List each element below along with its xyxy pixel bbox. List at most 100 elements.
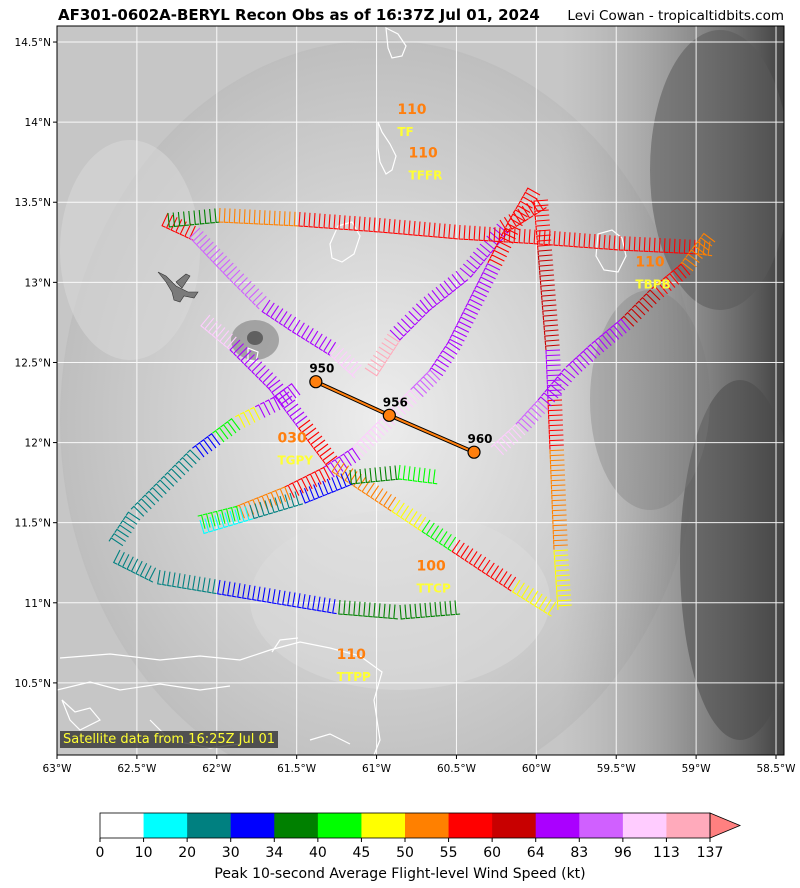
wind-barb-segment <box>298 419 338 468</box>
lon-tick-label: 60.5°W <box>437 763 477 775</box>
colorbar-tick-label: 34 <box>265 845 283 861</box>
wind-barb-segment <box>397 464 438 485</box>
colorbar-tick-label: 0 <box>96 845 105 861</box>
wind-barb-segment <box>197 505 241 529</box>
wind-barb-segment <box>361 479 397 512</box>
lat-tick-label: 12.5°N <box>15 357 51 369</box>
station-value: 110 <box>635 254 664 270</box>
wind-barb-tracks <box>108 187 716 620</box>
wind-barb-segment <box>389 303 430 341</box>
colorbar-tick-label: 64 <box>527 845 545 861</box>
colorbar-segment <box>100 813 145 838</box>
station-value: 100 <box>417 559 446 575</box>
wind-barb-segment <box>385 389 421 422</box>
pressure-fixes: 950 956 960 <box>309 362 493 459</box>
satellite-caption: Satellite data from 16:25Z Jul 01 <box>60 731 279 748</box>
wind-barb-segment <box>189 227 238 280</box>
lat-tick-label: 13°N <box>25 277 51 289</box>
colorbar-segment <box>579 813 624 838</box>
wind-barb-segment <box>620 289 661 327</box>
colorbar-segment <box>187 813 232 838</box>
lat-tick-label: 12°N <box>25 438 51 450</box>
station-value: 110 <box>337 647 366 663</box>
lon-tick-label: 60°W <box>522 763 552 775</box>
wind-barb-segment <box>697 239 713 257</box>
wind-barb-segment <box>229 269 267 310</box>
wind-barb-segment <box>391 499 427 532</box>
pressure-fix-label: 960 <box>467 432 492 446</box>
lon-tick-label: 59°W <box>682 763 712 775</box>
station-markers: 110 TF 110 TFFR 110 TBPB 030 TGPY 100 TTCP 110 TTPP <box>277 102 670 684</box>
wind-barb-segment <box>419 270 469 312</box>
wind-barb-segment <box>410 369 441 398</box>
wind-speed-colorbar: 0 10 20 30 34 40 45 50 55 60 64 83 96 113 137 <box>96 812 742 861</box>
station-value: 110 <box>409 145 438 161</box>
wind-barb-segment <box>511 579 557 617</box>
station-value: 110 <box>397 102 426 118</box>
colorbar-tick-label: 40 <box>309 845 327 861</box>
wind-barb-segment <box>212 418 241 443</box>
lon-tick-label: 61.5°W <box>277 763 317 775</box>
station-code: TTCP <box>417 582 451 596</box>
wind-barb-segment <box>378 217 458 240</box>
lat-tick-label: 11°N <box>25 598 51 610</box>
wind-barb-segment <box>514 399 549 432</box>
wind-barb-segment <box>277 589 337 615</box>
wind-barb-segment <box>235 486 291 519</box>
colorbar-segment <box>492 813 537 838</box>
wind-barb-segment <box>298 211 378 233</box>
colorbar-label: Peak 10-second Average Flight-level Wind… <box>214 866 586 882</box>
wind-barb-segment <box>364 333 402 377</box>
wind-barb-segment <box>229 339 277 390</box>
colorbar-segment <box>666 813 711 838</box>
wind-barb-segment <box>331 459 367 492</box>
pressure-fix-marker <box>467 445 481 459</box>
pressure-fix-marker <box>382 408 396 422</box>
map-title: AF301-0602A-BERYL Recon Obs as of 16:37Z… <box>58 6 540 24</box>
pressure-fix-label: 956 <box>383 395 408 409</box>
wind-barb-segment <box>679 232 716 272</box>
wind-barb-segment <box>108 511 141 547</box>
lon-tick-label: 63°W <box>43 763 73 775</box>
wind-barb-segment <box>591 318 631 353</box>
lon-tick-label: 58.5°W <box>757 763 797 775</box>
credit-text: Levi Cowan - tropicaltidbits.com <box>567 8 784 24</box>
wind-barb-segment <box>399 600 461 620</box>
lat-tick-label: 13.5°N <box>15 197 51 209</box>
wind-barb-segment <box>551 499 568 550</box>
lat-tick-label: 14°N <box>25 117 51 129</box>
wind-barb-segment <box>537 368 576 407</box>
colorbar-tick-label: 137 <box>697 845 724 861</box>
lon-tick-label: 62.5°W <box>117 763 157 775</box>
colorbar-segment <box>622 813 667 838</box>
coastlines <box>57 26 627 755</box>
wind-barb-segment <box>161 212 196 241</box>
wind-barb-segment <box>329 344 362 379</box>
wind-barb-segment <box>481 559 517 592</box>
wind-barb-segment <box>160 449 201 487</box>
lat-tick-label: 11.5°N <box>15 518 51 530</box>
wind-barb-segment <box>192 433 221 458</box>
station-code: TF <box>397 125 413 139</box>
wind-barb-segment <box>541 299 560 351</box>
lat-tick-label: 14.5°N <box>15 37 51 49</box>
colorbar-tick-label: 10 <box>135 845 153 861</box>
wind-barb-segment <box>547 399 564 450</box>
wind-barb-segment <box>299 471 355 504</box>
lon-tick-label: 59.5°W <box>597 763 637 775</box>
colorbar-tick-label: 55 <box>440 845 458 861</box>
colorbar-segment <box>230 813 275 838</box>
wind-barb-segment <box>322 447 361 478</box>
wind-barb-segment <box>651 263 691 298</box>
station-value: 030 <box>277 431 306 447</box>
wind-barb-segment <box>507 187 541 227</box>
colorbar-tick-label: 60 <box>483 845 501 861</box>
wind-barb-segment <box>167 208 221 228</box>
aircraft-icon <box>157 271 199 303</box>
wind-barb-segment <box>284 466 331 499</box>
colorbar-tick-label: 113 <box>653 845 680 861</box>
station-code: TFFR <box>409 168 443 182</box>
recon-map: 950 956 960 110 TF 110 TFFR 110 TBPB 030 TGPY 100 T… <box>15 25 797 775</box>
wind-barb-segment <box>254 396 281 418</box>
wind-barb-segment <box>234 406 261 428</box>
